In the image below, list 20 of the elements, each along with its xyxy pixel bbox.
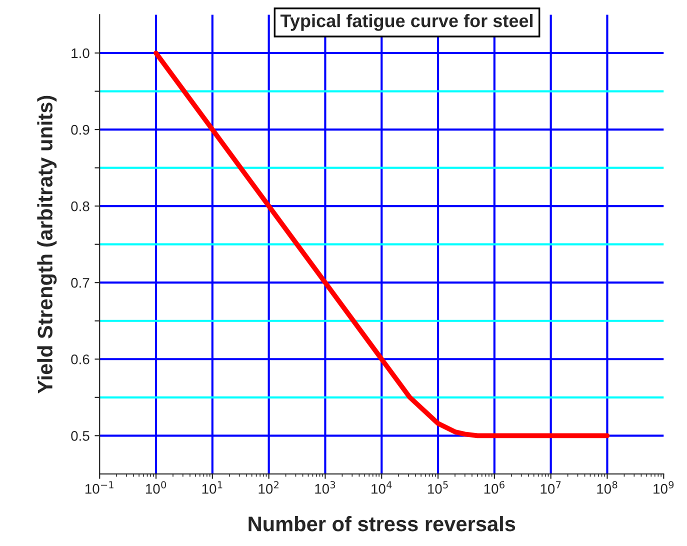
x-tick-label: 10$^{1}$	[202, 481, 222, 494]
x-tick-label: 10$^{2}$	[258, 481, 279, 494]
y-tick-label: 0.9	[71, 124, 90, 135]
x-tick-label: 10$^{4}$	[372, 481, 392, 494]
x-tick-label: 10$^{3}$	[315, 481, 336, 494]
x-tick-label: 10$^{−1}$	[85, 481, 114, 494]
chart-title: Typical fatigue curve for steel	[280, 14, 533, 31]
x-axis-title: Number of stress reversals	[248, 516, 516, 532]
x-tick-label: 10$^{6}$	[484, 481, 504, 494]
y-tick-label: 0.8	[71, 201, 90, 212]
y-tick-label: 0.6	[71, 354, 90, 364]
x-tick-label: 10$^{8}$	[597, 481, 618, 494]
y-tick-label: 0.5	[71, 430, 90, 441]
y-axis-title: Yield Strength (arbitraty units)	[37, 96, 57, 394]
y-tick-label: 1.0	[72, 48, 90, 58]
y-tick-label: 0.7	[71, 278, 90, 288]
x-tick-label: 10$^{5}$	[428, 481, 448, 494]
x-tick-label: 10$^{7}$	[540, 481, 561, 494]
x-tick-label: 10$^{0}$	[146, 481, 166, 494]
x-tick-label: 10$^{9}$	[654, 481, 674, 494]
